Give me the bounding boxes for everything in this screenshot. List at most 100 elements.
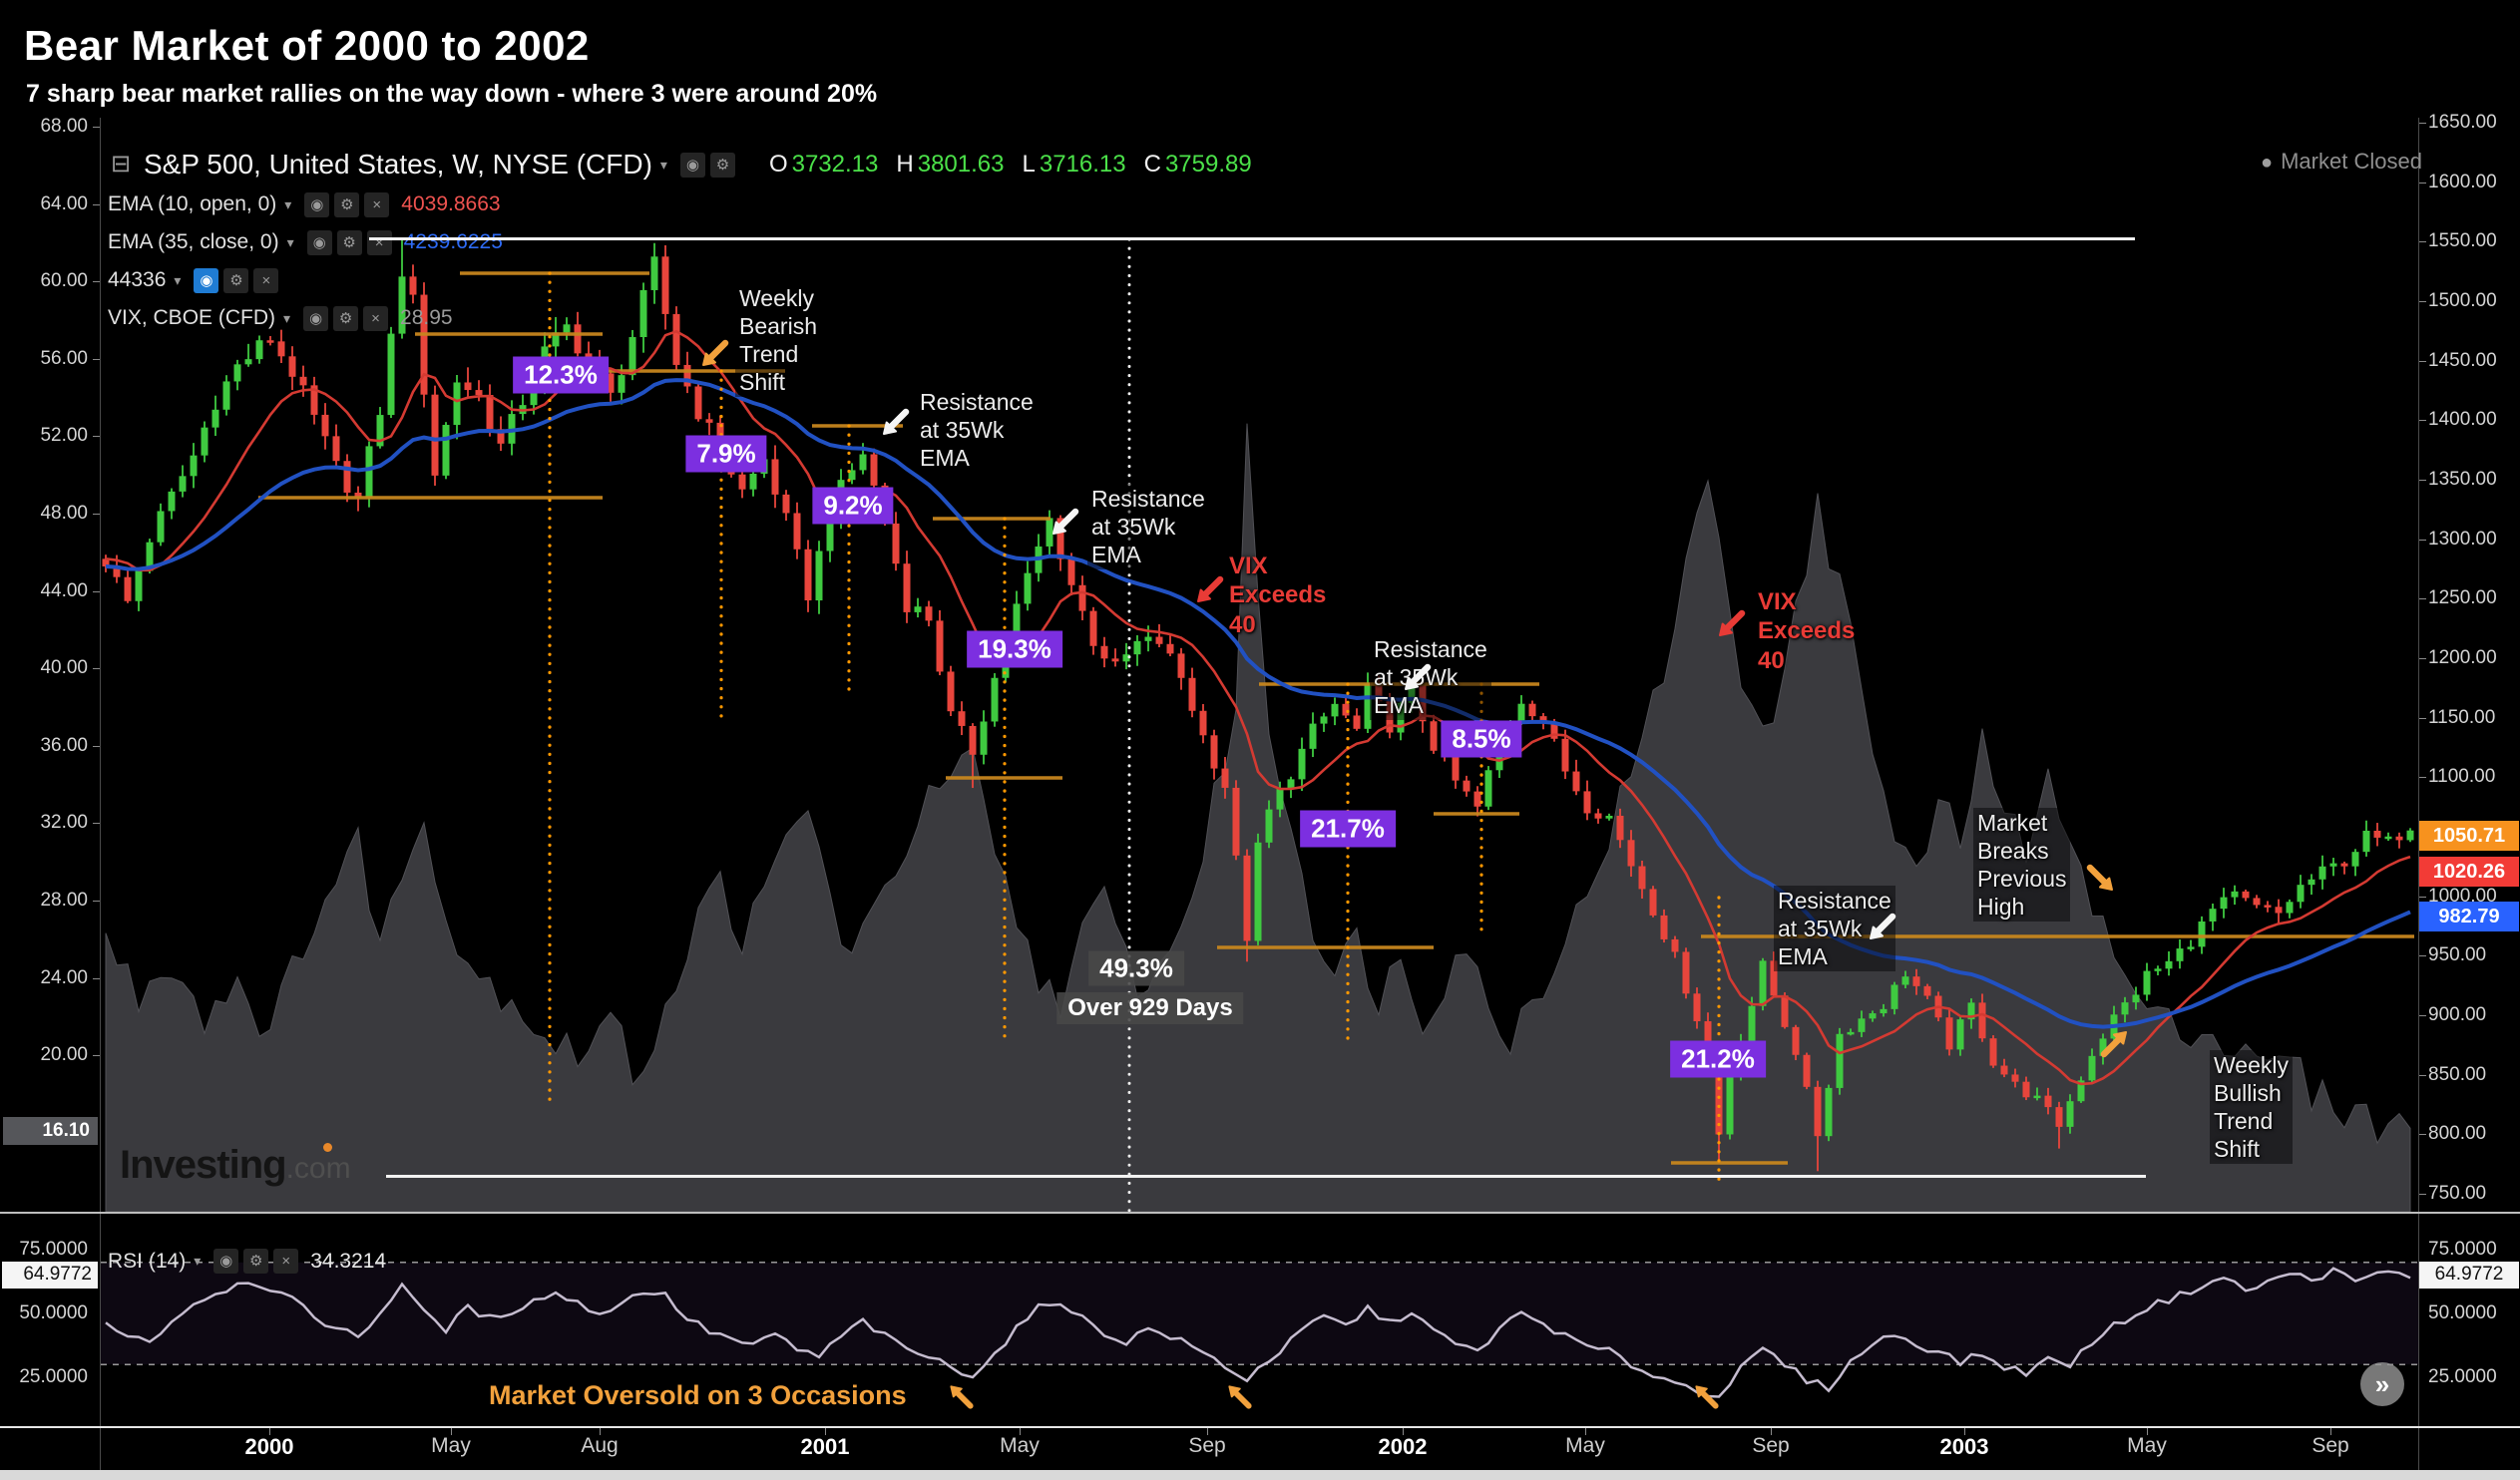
eye-icon[interactable]: ◉ (306, 229, 332, 255)
close-icon[interactable]: × (364, 191, 390, 217)
oversold-arrow-icon (946, 1377, 980, 1411)
gear-icon[interactable]: ⚙ (333, 305, 359, 331)
page-subtitle: 7 sharp bear market rallies on the way d… (26, 80, 878, 108)
time-axis-label: May (1565, 1434, 1605, 1457)
rsi-axis-label: 50.0000 (2428, 1302, 2497, 1323)
right-axis-border (2418, 118, 2419, 1470)
rsi-axis-label: 50.0000 (19, 1302, 88, 1323)
annotation-label: VIX Exceeds 40 (1229, 553, 1327, 638)
vix-axis-label: 24.00 (40, 966, 88, 988)
indicator-label[interactable]: EMA (10, open, 0) (108, 192, 277, 215)
symbol-row[interactable]: ⊟ S&P 500, United States, W, NYSE (CFD) … (108, 147, 1252, 183)
rsi-axis-label: 75.0000 (2428, 1239, 2497, 1260)
annotation-arrow-icon (697, 337, 731, 371)
annotation-arrow-icon (2084, 862, 2118, 896)
indicator-row[interactable]: EMA (10, open, 0) ▾ ◉ ⚙ × 4039.8663 (108, 189, 501, 219)
gear-icon[interactable]: ⚙ (223, 267, 249, 293)
axis-tick (2419, 479, 2426, 481)
rsi-label[interactable]: RSI (14) (108, 1249, 187, 1273)
left-axis-border (100, 118, 101, 1470)
price-axis-label: 1550.00 (2428, 230, 2497, 252)
close-icon[interactable]: × (366, 229, 392, 255)
rsi-value: 34.3214 (310, 1249, 387, 1273)
annotation-label: Weekly Bearish Trend Shift (735, 283, 821, 398)
ohlc-key: H (896, 151, 914, 178)
indicator-row[interactable]: 44336 ▾ ◉ ⚙ × (108, 265, 279, 295)
axis-tick (2419, 657, 2426, 659)
rsi-axis-label: 25.0000 (19, 1366, 88, 1387)
time-axis-tick (1403, 1428, 1404, 1435)
time-axis-tick (1771, 1428, 1772, 1435)
close-icon[interactable]: × (253, 267, 279, 293)
time-axis-tick (2330, 1428, 2331, 1435)
axis-tick (93, 436, 100, 438)
symbol-name[interactable]: S&P 500, United States, W, NYSE (CFD) (144, 149, 652, 180)
gear-icon[interactable]: ⚙ (336, 229, 362, 255)
price-axis-label: 1500.00 (2428, 289, 2497, 311)
gear-icon[interactable]: ⚙ (243, 1249, 269, 1274)
indicator-label[interactable]: 44336 (108, 268, 167, 291)
bottom-scroll-strip[interactable] (0, 1470, 2520, 1480)
ohlc-value: 3716.13 (1039, 151, 1126, 178)
price-axis-label: 1600.00 (2428, 171, 2497, 192)
time-axis-label: Sep (1188, 1434, 1226, 1457)
time-axis-tick (1020, 1428, 1021, 1435)
axis-tick (2419, 123, 2426, 124)
indicator-row[interactable]: VIX, CBOE (CFD) ▾ ◉ ⚙ × 28.95 (108, 303, 453, 333)
ohlc-key: C (1143, 151, 1161, 178)
eye-icon[interactable]: ◉ (213, 1249, 239, 1274)
annotation-label: Market Breaks Previous High (1973, 808, 2071, 923)
ema-35-line (105, 378, 2411, 1029)
annotation-arrow-icon (1714, 607, 1748, 641)
indicator-value: 4239.6225 (403, 230, 503, 253)
vix-axis-label: 52.00 (40, 425, 88, 447)
time-axis-label: Aug (581, 1434, 619, 1457)
indicator-label[interactable]: VIX, CBOE (CFD) (108, 306, 276, 329)
eye-icon[interactable]: ◉ (679, 152, 705, 178)
time-axis-label: May (431, 1434, 471, 1457)
chevron-down-icon[interactable]: ▾ (659, 156, 667, 173)
vix-axis-label: 40.00 (40, 657, 88, 679)
rsi-legend-row[interactable]: RSI (14) ▾ ◉ ⚙ × 34.3214 (108, 1249, 386, 1274)
vix-axis-label: 48.00 (40, 503, 88, 524)
orange-measure-lines (258, 271, 2414, 1165)
indicator-value: 4039.8663 (401, 192, 501, 215)
indicator-row[interactable]: EMA (35, close, 0) ▾ ◉ ⚙ × 4239.6225 (108, 227, 503, 257)
price-axis-label: 800.00 (2428, 1123, 2487, 1145)
axis-tick (2419, 896, 2426, 898)
collapse-icon[interactable]: ⊟ (110, 151, 132, 178)
more-indicators-button[interactable]: » (2360, 1362, 2404, 1406)
close-icon[interactable]: × (363, 305, 389, 331)
chevron-down-icon[interactable]: ▾ (283, 309, 291, 326)
annotation-arrow-icon (1048, 506, 1081, 540)
axis-tick (93, 203, 100, 205)
eye-icon[interactable]: ◉ (304, 191, 330, 217)
pane-divider[interactable] (0, 1212, 2520, 1214)
price-badge: 982.79 (2419, 902, 2519, 932)
rsi-pane-graphics (101, 1262, 2418, 1398)
vix-axis-label: 64.00 (40, 192, 88, 214)
close-icon[interactable]: × (273, 1249, 299, 1274)
axis-tick (93, 590, 100, 592)
vix-axis-label: 60.00 (40, 270, 88, 292)
eye-icon[interactable]: ◉ (303, 305, 329, 331)
price-badge: 1050.71 (2419, 821, 2519, 852)
axis-tick (2419, 420, 2426, 422)
chevron-down-icon[interactable]: ▾ (174, 271, 182, 288)
eye-icon[interactable]: ◉ (194, 267, 219, 293)
chevron-down-icon[interactable]: ▾ (284, 195, 292, 212)
gear-icon[interactable]: ⚙ (334, 191, 360, 217)
indicator-label[interactable]: EMA (35, close, 0) (108, 230, 279, 253)
rally-percent-badge: 19.3% (967, 630, 1062, 668)
time-axis-label: 2001 (800, 1434, 850, 1459)
white-measure-line (386, 1175, 2146, 1178)
axis-tick (2419, 360, 2426, 362)
chevron-down-icon[interactable]: ▾ (194, 1253, 202, 1269)
oversold-annotation: Market Oversold on 3 Occasions (489, 1380, 907, 1410)
gear-icon[interactable]: ⚙ (709, 152, 735, 178)
page-title: Bear Market of 2000 to 2002 (24, 22, 590, 69)
chevron-down-icon[interactable]: ▾ (286, 233, 294, 250)
vix-area-series (105, 423, 2411, 1213)
ema-10-line (105, 329, 2411, 1086)
